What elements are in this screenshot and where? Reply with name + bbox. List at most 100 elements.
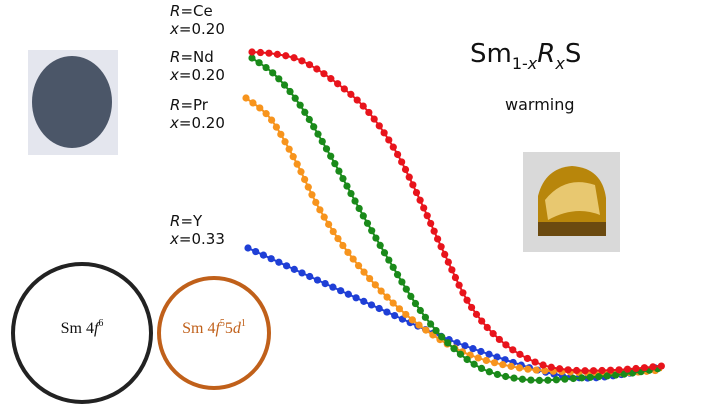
sample-label: x=0.20: [169, 20, 225, 38]
sample-label: R=Nd: [170, 48, 214, 66]
curve-dot: [441, 250, 449, 258]
curve-dot: [248, 54, 256, 62]
curve-dot: [272, 123, 280, 131]
sample-r: R: [170, 2, 180, 20]
state-label: Sm 4f6: [61, 318, 104, 337]
curve-dot: [595, 373, 603, 381]
curve-dot: [502, 372, 510, 381]
curve-dot: [598, 366, 606, 375]
curve-dot: [552, 376, 560, 384]
title-sub: x: [554, 54, 565, 73]
curve-dot: [297, 168, 305, 176]
curve-dot: [344, 290, 352, 298]
curve-dot: [398, 278, 406, 286]
curve-dot: [509, 346, 517, 354]
curve-dot: [385, 136, 393, 144]
curve-dot: [286, 87, 294, 96]
curve-dot: [329, 227, 337, 236]
curve-dot: [432, 326, 440, 335]
sample-r-value: =Ce: [180, 2, 212, 20]
sample-x-value: =0.20: [179, 66, 225, 84]
curve-dot: [389, 299, 397, 307]
curve-dot: [586, 373, 594, 381]
curve-dot: [649, 363, 657, 371]
curve-dot: [312, 198, 320, 206]
curve-dot: [453, 339, 461, 347]
curve-dot: [532, 366, 540, 374]
sample-r-value: =Nd: [180, 48, 213, 66]
curve-dot: [314, 130, 322, 138]
curve-dot: [606, 366, 615, 374]
sample-label: R=Y: [170, 212, 203, 230]
curve-dot: [581, 367, 589, 375]
curve-dot: [489, 330, 497, 338]
curve-dot: [265, 49, 273, 57]
curve-dot: [383, 293, 391, 301]
title-sub: 1-: [512, 54, 528, 73]
curve-dot: [474, 354, 482, 362]
sample-x: x: [169, 114, 179, 132]
curve-dot: [495, 335, 503, 344]
title-r: R: [537, 39, 555, 69]
curve-dot: [320, 70, 328, 78]
curve-dot: [339, 174, 347, 183]
curve-dot: [318, 137, 326, 146]
state-label: Sm 4f55d1: [182, 318, 246, 337]
curve-dot: [389, 263, 397, 271]
curve-dot: [572, 366, 581, 375]
labels: R=Cex=0.20R=Ndx=0.20R=Prx=0.20R=Yx=0.33: [169, 2, 225, 248]
title-text: Sm: [470, 39, 512, 69]
curve-dot: [499, 361, 507, 369]
state-circle: [157, 276, 271, 390]
curve-dot: [477, 347, 485, 356]
curve-dot: [539, 361, 547, 369]
curve-dot: [451, 273, 460, 282]
curve-dot: [365, 108, 373, 117]
curve-dot: [523, 354, 532, 363]
curve-dot: [478, 317, 486, 325]
curve-dot: [407, 292, 415, 301]
curve-dot: [485, 368, 493, 376]
curve-dot: [360, 297, 368, 305]
curve-dot: [405, 173, 413, 181]
curve-dot: [313, 65, 321, 73]
curve-dot: [353, 96, 361, 104]
curve-dot: [547, 363, 555, 371]
curve-dot: [456, 350, 465, 358]
curve-dot: [469, 345, 477, 353]
sample-label: R=Ce: [170, 2, 213, 20]
curve-dot: [290, 265, 298, 273]
curve-dot: [301, 108, 309, 116]
curve-dot: [415, 321, 423, 329]
gold-base: [538, 222, 606, 236]
curve-dot: [470, 360, 478, 368]
curve-dot: [285, 145, 293, 153]
curve-dot: [427, 320, 435, 328]
curve-dot: [273, 50, 281, 58]
curve-dot: [516, 350, 524, 358]
curve-dot: [321, 279, 329, 288]
curve-dot: [472, 310, 481, 318]
curve-dot: [304, 183, 312, 191]
curve-dot: [355, 204, 363, 213]
curve-dot: [331, 160, 339, 168]
curve: [247, 247, 663, 380]
curve-dot: [275, 258, 283, 266]
curve-dot: [393, 271, 402, 279]
curve-dot: [398, 158, 406, 166]
curve-dot: [569, 374, 577, 383]
curve-dot: [269, 69, 277, 77]
state-sup: 6: [98, 318, 103, 329]
state-sup: 1: [241, 318, 246, 329]
state-text: f: [94, 320, 101, 337]
curve-dot: [301, 175, 309, 184]
curve-dot: [623, 365, 632, 373]
curve-dot: [298, 269, 306, 277]
curve-dot: [490, 359, 499, 367]
sample-label: x=0.20: [169, 66, 225, 84]
sample-r: R: [170, 48, 180, 66]
curve-dot: [437, 243, 445, 251]
curve-dot: [493, 353, 501, 361]
curve-dot: [291, 94, 299, 102]
